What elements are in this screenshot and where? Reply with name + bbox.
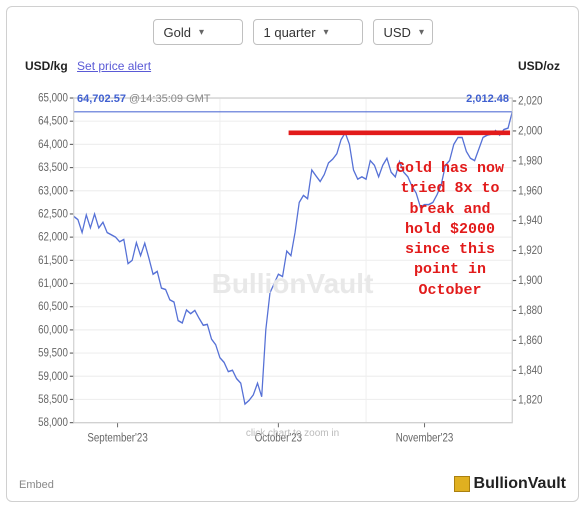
svg-text:1,960: 1,960 bbox=[518, 184, 542, 197]
svg-text:1,920: 1,920 bbox=[518, 244, 542, 257]
brand-name: BullionVault bbox=[474, 475, 566, 493]
left-unit-label: USD/kg bbox=[25, 59, 68, 73]
svg-text:1,880: 1,880 bbox=[518, 304, 542, 317]
chart-card: Gold ▾ 1 quarter ▾ USD ▾ USD/kg Set pric… bbox=[6, 6, 579, 502]
spot-price-right: 2,012.48 bbox=[466, 93, 509, 105]
svg-text:58,500: 58,500 bbox=[38, 393, 68, 406]
spot-price-left: 64,702.57 @14:35:09 GMT bbox=[77, 93, 210, 105]
svg-text:60,000: 60,000 bbox=[38, 324, 68, 337]
svg-text:1,900: 1,900 bbox=[518, 274, 542, 287]
currency-select-value: USD bbox=[384, 25, 411, 40]
svg-text:63,000: 63,000 bbox=[38, 184, 68, 197]
currency-select[interactable]: USD ▾ bbox=[373, 19, 433, 45]
right-unit-label: USD/oz bbox=[518, 59, 560, 77]
set-alert-link[interactable]: Set price alert bbox=[77, 59, 151, 73]
brand-logo-icon bbox=[454, 476, 470, 492]
svg-text:64,000: 64,000 bbox=[38, 138, 68, 151]
svg-text:62,000: 62,000 bbox=[38, 231, 68, 244]
controls-row: Gold ▾ 1 quarter ▾ USD ▾ bbox=[7, 19, 578, 47]
svg-text:1,840: 1,840 bbox=[518, 364, 542, 377]
chevron-down-icon: ▾ bbox=[199, 27, 204, 38]
spot-price-left-value: 64,702.57 bbox=[77, 93, 126, 105]
period-select[interactable]: 1 quarter ▾ bbox=[253, 19, 363, 45]
price-chart: 58,000 58,500 59,000 59,500 60,000 60,500 61,0… bbox=[25, 77, 560, 453]
svg-text:2,000: 2,000 bbox=[518, 125, 542, 138]
metal-select[interactable]: Gold ▾ bbox=[153, 19, 243, 45]
svg-text:59,000: 59,000 bbox=[38, 370, 68, 383]
chevron-down-icon: ▾ bbox=[419, 27, 424, 38]
svg-text:September'23: September'23 bbox=[87, 432, 147, 445]
brand-footer: BullionVault bbox=[454, 475, 566, 493]
period-select-value: 1 quarter bbox=[264, 25, 316, 40]
svg-text:62,500: 62,500 bbox=[38, 208, 68, 221]
svg-text:October'23: October'23 bbox=[255, 432, 302, 445]
metal-select-value: Gold bbox=[164, 25, 191, 40]
svg-text:58,000: 58,000 bbox=[38, 416, 68, 429]
svg-text:1,980: 1,980 bbox=[518, 155, 542, 168]
svg-text:1,940: 1,940 bbox=[518, 214, 542, 227]
svg-text:61,000: 61,000 bbox=[38, 277, 68, 290]
svg-text:60,500: 60,500 bbox=[38, 300, 68, 313]
svg-text:61,500: 61,500 bbox=[38, 254, 68, 267]
svg-text:59,500: 59,500 bbox=[38, 347, 68, 360]
svg-text:64,500: 64,500 bbox=[38, 115, 68, 128]
svg-text:1,860: 1,860 bbox=[518, 334, 542, 347]
embed-link[interactable]: Embed bbox=[19, 479, 54, 491]
svg-text:1,820: 1,820 bbox=[518, 394, 542, 407]
spot-price-timestamp: @14:35:09 GMT bbox=[129, 93, 210, 105]
svg-text:65,000: 65,000 bbox=[38, 92, 68, 105]
svg-text:November'23: November'23 bbox=[396, 432, 454, 445]
chart-header: USD/kg Set price alert USD/oz bbox=[25, 59, 560, 77]
chevron-down-icon: ▾ bbox=[324, 27, 329, 38]
svg-text:63,500: 63,500 bbox=[38, 161, 68, 174]
chart-area[interactable]: 58,000 58,500 59,000 59,500 60,000 60,500 61,0… bbox=[25, 77, 560, 453]
svg-text:2,020: 2,020 bbox=[518, 95, 542, 108]
